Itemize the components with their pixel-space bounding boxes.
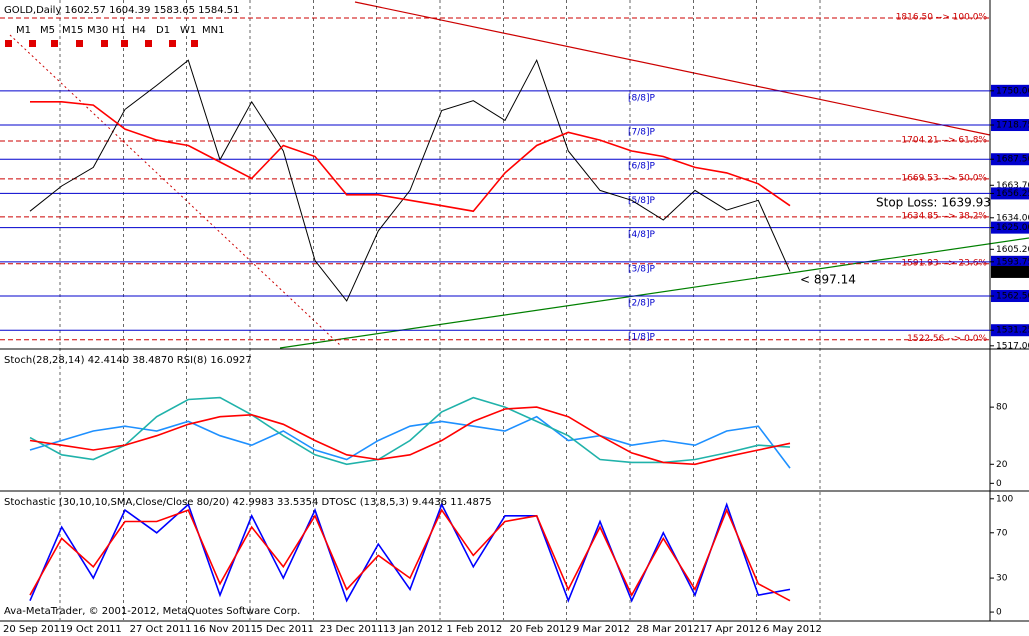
y-tick-label: 1634.00: [996, 213, 1029, 223]
x-tick-label: 1 Feb 2012: [446, 624, 502, 635]
series-line: [29, 502, 791, 603]
y-tick-box: [991, 119, 1029, 132]
series-line: [29, 508, 791, 602]
y-tick-label: 30: [996, 574, 1008, 584]
x-tick-label: 27 Oct 2011: [130, 624, 192, 635]
x-tick-label: 5 Dec 2011: [256, 624, 314, 635]
trendline: [354, 1, 991, 136]
y-tick-label: 1562.50: [996, 292, 1029, 302]
murrey-label: [3/8]P: [628, 264, 656, 274]
x-tick-label: 17 Apr 2012: [700, 624, 762, 635]
timeframe-marker: [191, 40, 198, 47]
timeframe-button[interactable]: W1: [180, 25, 196, 36]
timeframe-button[interactable]: H4: [132, 25, 146, 36]
timeframe-marker: [5, 40, 12, 47]
panel-title: Stochastic (30,10,10,SMA,Close/Close 80/…: [4, 497, 492, 508]
y-tick-box: [991, 153, 1029, 166]
y-tick-label: 1605.20: [996, 245, 1029, 255]
series-line: [29, 406, 791, 466]
trendline: [9, 34, 341, 346]
timeframe-marker: [169, 40, 176, 47]
panel-title: Stoch(28,28,14) 42.4140 38.4870 RSI(8) 1…: [4, 355, 252, 366]
x-tick-label: 16 Nov 2011: [193, 624, 257, 635]
fib-label: 1591.93 --> 23.6%: [901, 258, 987, 268]
timeframe-button[interactable]: H1: [112, 25, 126, 36]
timeframe-marker: [101, 40, 108, 47]
y-tick-label: 0: [996, 608, 1002, 618]
murrey-label: [4/8]P: [628, 230, 656, 240]
y-tick-box: [991, 187, 1029, 200]
murrey-label: [1/8]P: [628, 333, 656, 343]
y-tick-box: [991, 255, 1029, 268]
timeframe-button[interactable]: M5: [40, 25, 55, 36]
fib-label: 1522.56 --> 0.0%: [907, 334, 987, 344]
murrey-label: [2/8]P: [628, 299, 656, 309]
fib-label: 1704.21 --> 61.8%: [901, 135, 987, 145]
murrey-label: [5/8]P: [628, 196, 656, 206]
x-tick-label: 6 May 2012: [763, 624, 822, 635]
timeframe-marker: [51, 40, 58, 47]
series-line: [30, 101, 791, 213]
x-tick-label: 9 Oct 2011: [66, 624, 121, 635]
y-tick-label: 100: [996, 494, 1013, 504]
y-tick-label: 1718.75: [996, 121, 1029, 131]
y-tick-label: 1531.25: [996, 326, 1029, 336]
timeframe-marker: [121, 40, 128, 47]
murrey-label: [7/8]P: [628, 128, 656, 138]
timeframe-button[interactable]: D1: [156, 25, 170, 36]
x-tick-label: 20 Sep 2011: [3, 624, 66, 635]
fib-label: 1669.53 --> 50.0%: [901, 173, 987, 183]
timeframe-marker: [145, 40, 152, 47]
y-tick-label: 70: [996, 528, 1008, 538]
fib-label: 1634.85 --> 38.2%: [901, 211, 987, 221]
y-tick-box: [991, 290, 1029, 303]
x-tick-label: 9 Mar 2012: [573, 624, 630, 635]
x-tick-label: 23 Dec 2011: [320, 624, 384, 635]
y-tick-label: 1517.00: [996, 341, 1029, 351]
y-tick-box: [991, 324, 1029, 337]
x-tick-label: 13 Jan 2012: [383, 624, 443, 635]
y-tick-label: 1687.50: [996, 155, 1029, 165]
series-line: [29, 415, 791, 469]
y-tick-label: 1625.00: [996, 223, 1029, 233]
stop-loss: Stop Loss: 1639.93: [876, 196, 991, 210]
y-tick-label: 1593.75: [996, 257, 1029, 267]
y-tick-label: 1656.25: [996, 189, 1029, 199]
y-tick-label: 1663.70: [996, 181, 1029, 191]
trendline: [279, 237, 1029, 349]
timeframe-marker: [29, 40, 36, 47]
murrey-label: [6/8]P: [628, 162, 656, 172]
y-tick-box: [991, 84, 1029, 97]
series-line: [29, 58, 791, 302]
timeframe-marker: [76, 40, 83, 47]
timeframe-button[interactable]: M1: [16, 25, 31, 36]
timeframe-button[interactable]: MN1: [202, 25, 224, 36]
y-tick-box: [991, 221, 1029, 234]
y-tick-label: 1750.00: [996, 86, 1029, 96]
panel-title: GOLD,Daily 1602.57 1604.39 1583.65 1584.…: [4, 5, 240, 16]
price-box: [991, 265, 1029, 278]
timeframe-button[interactable]: M15: [62, 25, 83, 36]
x-tick-label: 20 Feb 2012: [510, 624, 572, 635]
fib-label: 1816.50 --> 100.0%: [896, 13, 988, 23]
timeframe-button[interactable]: M30: [87, 25, 108, 36]
y-tick-label: 0: [996, 479, 1002, 489]
price-label: 1584.51: [996, 267, 1029, 277]
x-tick-label: 28 Mar 2012: [636, 624, 699, 635]
y-tick-label: 80: [996, 403, 1008, 413]
y-tick-label: 20: [996, 460, 1008, 470]
copyright: Ava-MetaTrader, © 2001-2012, MetaQuotes …: [4, 606, 300, 617]
murrey-label: [8/8]P: [628, 93, 656, 103]
distance-label: < 897.14: [800, 273, 856, 287]
